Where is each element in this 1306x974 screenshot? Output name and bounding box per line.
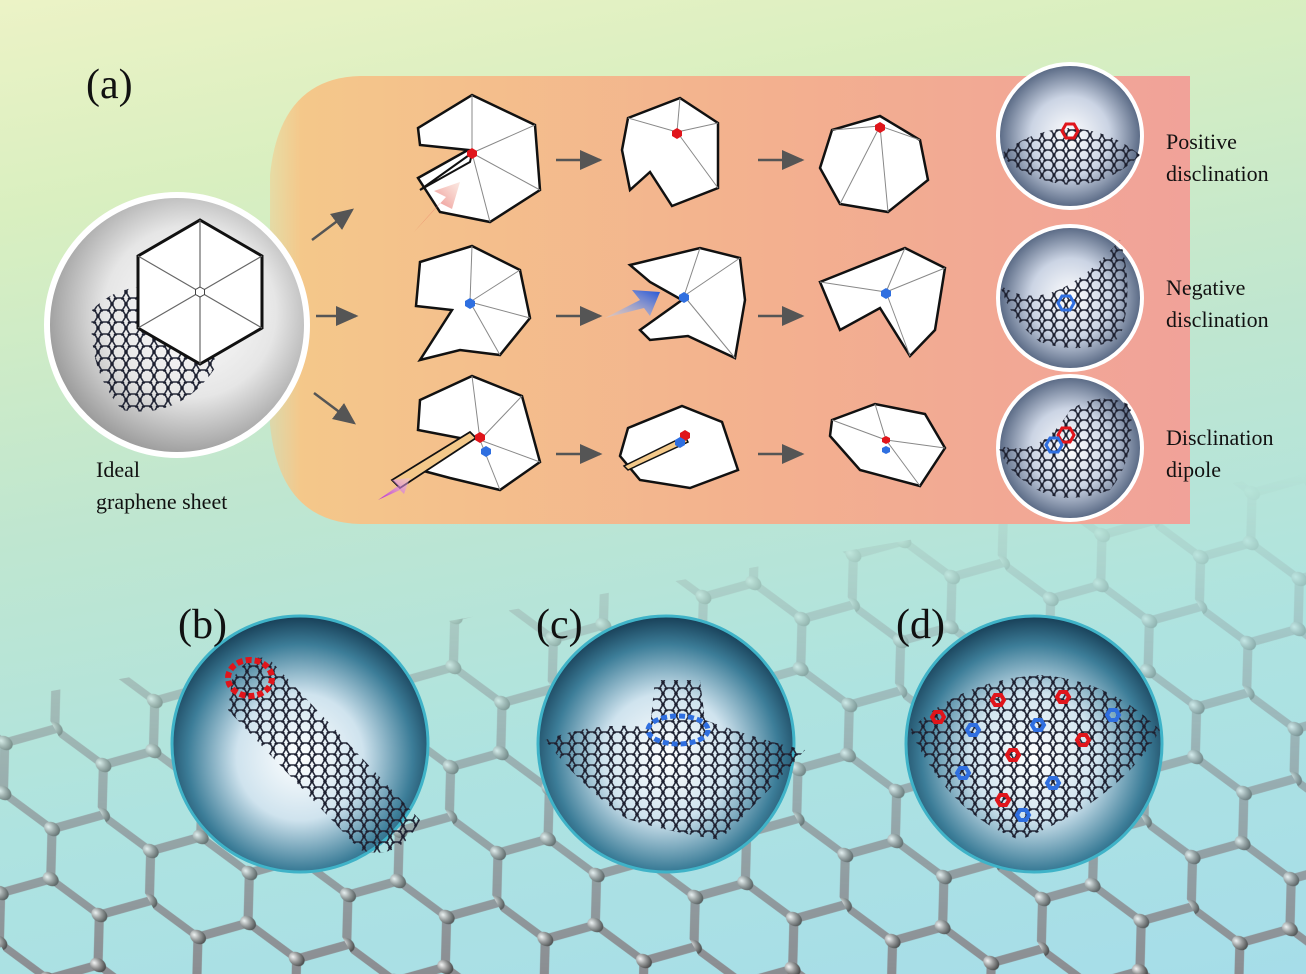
dipole-row-models bbox=[378, 374, 947, 500]
caption-line: Positive bbox=[1166, 129, 1237, 154]
arrow-icon bbox=[311, 208, 359, 425]
sphere-network-sphere bbox=[904, 614, 1164, 874]
cone-sphere bbox=[536, 614, 805, 874]
arrow-icon bbox=[556, 150, 805, 464]
negative-disclination-sphere bbox=[996, 224, 1144, 372]
caption-line: Negative bbox=[1166, 275, 1246, 300]
dipole-caption: Disclination dipole bbox=[1166, 422, 1274, 486]
negative-row-models bbox=[414, 244, 947, 362]
nanotube-icon bbox=[228, 657, 420, 853]
sphere-icon bbox=[910, 675, 1160, 840]
positive-caption: Positive disclination bbox=[1166, 126, 1269, 190]
positive-disclination-sphere bbox=[996, 62, 1144, 210]
panel-b-label: (b) bbox=[178, 602, 227, 648]
cone-icon bbox=[1000, 128, 1140, 185]
caption-line: disclination bbox=[1166, 161, 1269, 186]
panel-a-label: (a) bbox=[86, 62, 133, 108]
panel-d-label: (d) bbox=[896, 602, 945, 648]
disclination-dipole-sphere bbox=[996, 374, 1144, 522]
positive-row-models bbox=[414, 93, 930, 232]
hexagon-paper-model-icon bbox=[136, 218, 264, 366]
negative-caption: Negative disclination bbox=[1166, 272, 1269, 336]
caption-line: dipole bbox=[1166, 457, 1221, 482]
defect-spheres bbox=[996, 62, 1144, 522]
bottom-spheres bbox=[170, 614, 1164, 874]
ideal-graphene-circle bbox=[44, 192, 310, 458]
ideal-sheet-caption: Ideal graphene sheet bbox=[96, 454, 227, 518]
panel-c-label: (c) bbox=[536, 602, 583, 648]
caption-line: Disclination bbox=[1166, 425, 1274, 450]
caption-line: graphene sheet bbox=[96, 489, 228, 514]
nanotube-sphere bbox=[170, 614, 430, 874]
caption-line: disclination bbox=[1166, 307, 1269, 332]
caption-line: Ideal bbox=[96, 457, 140, 482]
